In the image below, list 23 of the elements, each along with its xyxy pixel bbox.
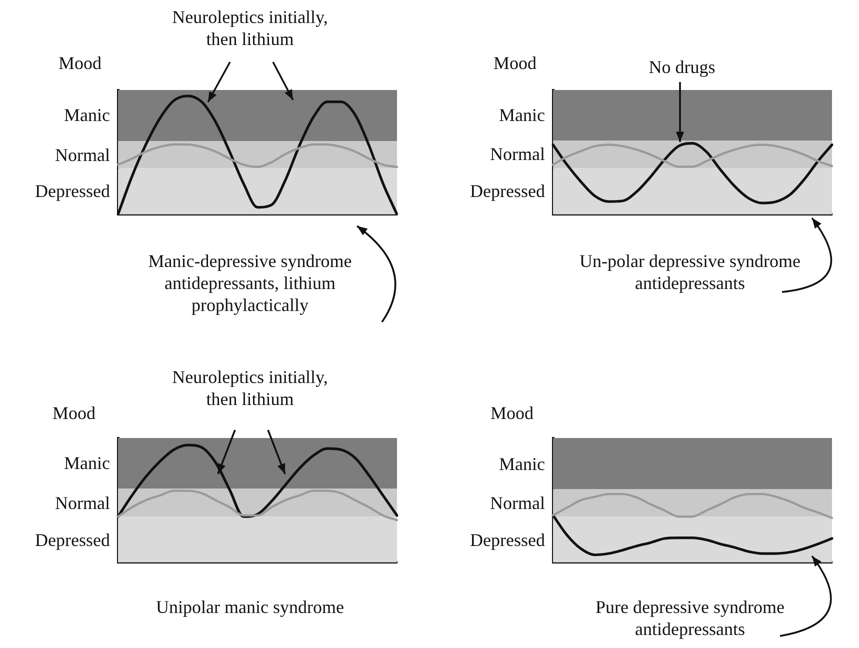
band-label: Manic <box>498 452 545 475</box>
y-axis-title: Mood <box>51 402 96 424</box>
y-axis-title: Mood <box>489 402 534 424</box>
band-label: Manic <box>498 104 545 126</box>
band-label: Depressed <box>34 528 110 550</box>
text: Neuroleptics initially, then lithium <box>171 6 329 50</box>
x-axis-title: Manic-depressive syndrome antidepressants, lithium prophylactically <box>147 250 353 316</box>
y-axis-title: Mood <box>57 52 102 74</box>
band-label: Depressed <box>469 180 545 202</box>
band-label: Normal <box>489 492 545 514</box>
band-label: Depressed <box>34 180 110 202</box>
x-axis-title: Unipolar manic syndrome <box>155 596 345 618</box>
band-label: Normal <box>54 492 110 514</box>
x-axis-title: Pure depressive syndrome antidepressants <box>594 596 786 640</box>
text: No drugs <box>648 56 716 78</box>
band-label: Normal <box>489 143 545 166</box>
x-axis-title: Un-polar depressive syndrome antidepressants <box>578 250 802 294</box>
text: Neuroleptics initially, then lithium <box>171 366 329 410</box>
band-label: Normal <box>54 144 110 166</box>
y-axis-title: Mood <box>492 52 538 74</box>
band-label: Manic <box>63 104 110 126</box>
band-label: Manic <box>63 452 110 474</box>
band-label: Depressed <box>469 528 545 550</box>
